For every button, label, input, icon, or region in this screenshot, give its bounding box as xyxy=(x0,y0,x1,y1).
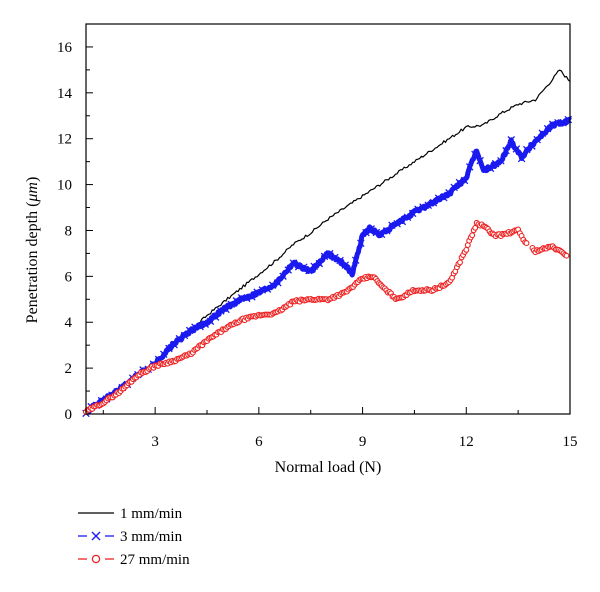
y-axis-title-unit: μm xyxy=(24,182,41,203)
series-point-3-mm-min xyxy=(320,252,329,261)
legend-marker xyxy=(91,554,101,564)
y-tick-label: 6 xyxy=(65,269,73,285)
series-point-27-mm-min xyxy=(472,224,479,231)
axes: 3 6 9 12 15 0 2 4 6 8 10 12 14 16 xyxy=(57,23,578,450)
series-point-3-mm-min xyxy=(455,178,464,187)
series-point-3-mm-min xyxy=(362,228,370,237)
y-tick-label: 12 xyxy=(57,132,72,148)
series-point-3-mm-min xyxy=(305,266,313,275)
y-axis-title: Penetration depth (μm) xyxy=(24,177,41,324)
y-axis-title-text: Penetration depth ( xyxy=(24,202,41,324)
series-point-3-mm-min xyxy=(175,334,184,343)
series-point-27-mm-min xyxy=(469,232,476,239)
series-point-3-mm-min xyxy=(201,320,210,328)
legend-marker xyxy=(91,531,101,541)
series-point-3-mm-min xyxy=(357,239,365,248)
x-tick-label: 15 xyxy=(563,434,578,450)
y-tick-label: 2 xyxy=(65,361,73,377)
legend-label: 27 mm/min xyxy=(120,552,190,568)
series-point-3-mm-min xyxy=(279,272,287,280)
legend: 1 mm/min 3 mm/min 27 mm/min xyxy=(78,506,190,568)
series-point-3-mm-min xyxy=(185,326,194,335)
series-point-3-mm-min xyxy=(274,279,282,287)
legend-item-1-mm-min: 1 mm/min xyxy=(78,506,183,522)
x-axis-title: Normal load (N) xyxy=(275,459,382,476)
y-tick-label: 14 xyxy=(57,86,73,102)
plot-area xyxy=(82,69,573,418)
series-point-27-mm-min xyxy=(563,252,570,259)
y-tick-label: 8 xyxy=(65,223,73,239)
series-point-3-mm-min xyxy=(165,344,173,353)
series-point-3-mm-min xyxy=(196,322,204,331)
series-point-3-mm-min xyxy=(424,201,433,210)
series-point-3-mm-min xyxy=(460,176,469,185)
series-point-3-mm-min xyxy=(523,145,531,154)
y-tick-label: 0 xyxy=(65,407,73,423)
series-point-3-mm-min xyxy=(377,230,386,239)
legend-label: 3 mm/min xyxy=(120,529,183,545)
series-point-3-mm-min xyxy=(268,281,277,289)
series-point-3-mm-min xyxy=(170,340,178,349)
series-point-3-mm-min xyxy=(206,317,215,326)
series-point-3-mm-min xyxy=(476,156,484,165)
x-tick-label: 6 xyxy=(255,434,263,450)
series-point-3-mm-min xyxy=(253,288,261,296)
series-point-3-mm-min xyxy=(211,313,220,321)
series-point-27-mm-min xyxy=(457,259,463,266)
series-point-3-mm-min xyxy=(507,136,515,144)
series-point-3-mm-min xyxy=(548,120,557,129)
series-point-3-mm-min xyxy=(284,266,293,274)
legend-item-3-mm-min: 3 mm/min xyxy=(78,529,183,545)
series-point-3-mm-min xyxy=(227,300,235,309)
series-point-3-mm-min xyxy=(367,225,375,233)
series-point-3-mm-min xyxy=(408,209,417,218)
series-point-3-mm-min xyxy=(232,297,241,305)
series-point-3-mm-min xyxy=(393,219,401,228)
series-point-3-mm-min xyxy=(242,294,251,303)
series-point-3-mm-min xyxy=(497,156,505,165)
series-point-3-mm-min xyxy=(160,350,168,359)
series-point-3-mm-min xyxy=(263,285,272,293)
legend-label: 1 mm/min xyxy=(120,506,183,522)
x-tick-label: 3 xyxy=(151,434,159,450)
series-27-mm-min xyxy=(83,219,570,415)
series-point-3-mm-min xyxy=(351,256,360,264)
series-3-mm-min xyxy=(82,115,573,418)
series-point-3-mm-min xyxy=(419,203,427,211)
y-axis-title-close: ) xyxy=(24,177,41,182)
legend-item-27-mm-min: 27 mm/min xyxy=(78,552,190,568)
series-point-3-mm-min xyxy=(310,262,318,271)
y-tick-label: 16 xyxy=(57,40,73,56)
series-point-3-mm-min xyxy=(388,221,396,229)
series-point-3-mm-min xyxy=(517,154,526,163)
series-point-3-mm-min xyxy=(559,119,567,127)
series-point-3-mm-min xyxy=(471,150,479,159)
series-point-27-mm-min xyxy=(523,240,530,247)
series-point-3-mm-min xyxy=(398,217,407,226)
series-point-3-mm-min xyxy=(465,163,474,171)
series-point-3-mm-min xyxy=(528,142,536,150)
x-tick-label: 9 xyxy=(359,434,367,450)
series-point-3-mm-min xyxy=(533,135,541,144)
series-point-3-mm-min xyxy=(403,213,412,221)
series-point-3-mm-min xyxy=(217,307,225,315)
series-point-3-mm-min xyxy=(414,205,422,214)
series-point-3-mm-min xyxy=(372,228,381,237)
series-point-3-mm-min xyxy=(300,263,308,271)
series-point-3-mm-min xyxy=(502,146,510,155)
y-tick-label: 10 xyxy=(57,178,72,194)
y-tick-label: 4 xyxy=(65,315,73,331)
series-point-3-mm-min xyxy=(346,266,355,274)
series-point-3-mm-min xyxy=(325,249,334,258)
series-point-3-mm-min xyxy=(512,145,521,153)
series-point-3-mm-min xyxy=(315,259,324,268)
series-point-3-mm-min xyxy=(491,159,500,168)
series-point-3-mm-min xyxy=(331,253,339,262)
series-point-3-mm-min xyxy=(289,259,298,267)
axes-frame xyxy=(85,23,571,415)
series-point-27-mm-min xyxy=(463,246,470,253)
x-tick-label: 12 xyxy=(459,434,474,450)
